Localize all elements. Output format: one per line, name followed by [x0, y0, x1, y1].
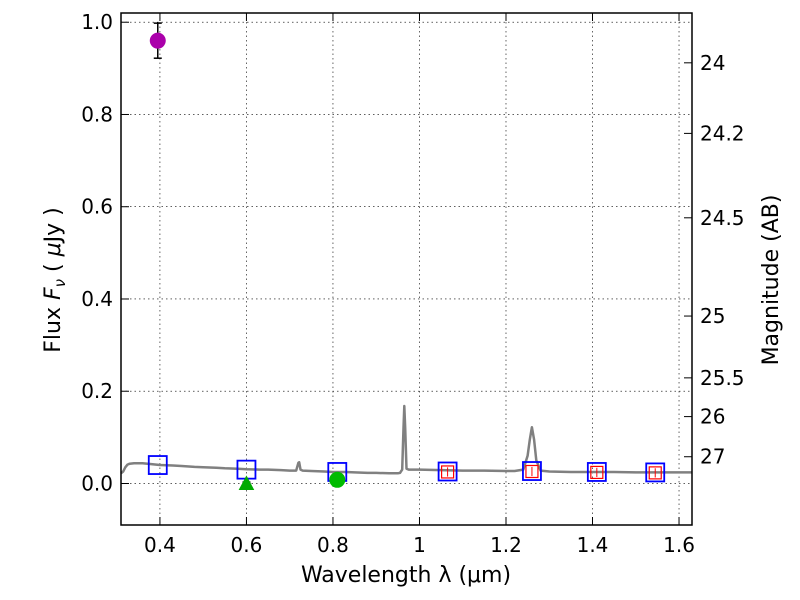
observed-flux-marker — [648, 466, 662, 480]
plot-frame — [120, 12, 693, 526]
x-tick-label: 1.6 — [663, 533, 695, 557]
observed-flux-marker — [590, 465, 604, 480]
magnitude-tick-label: 26 — [700, 405, 725, 429]
y-tick-label: 0.8 — [81, 102, 113, 126]
detection-triangle-marker — [238, 475, 255, 490]
magnitude-tick-label: 27 — [700, 445, 725, 469]
x-tick-label: 1.2 — [490, 533, 522, 557]
x-tick-label: 1.4 — [577, 533, 609, 557]
model-photometry-marker — [437, 461, 458, 482]
y-axis-title-symbol: F — [41, 287, 66, 300]
model-photometry-marker — [522, 461, 542, 481]
model-photometry-marker — [586, 462, 607, 482]
plot-data — [120, 22, 692, 490]
magnitude-tick-label: 24.2 — [700, 121, 745, 145]
y-axis-title-prefix: Flux — [41, 300, 66, 353]
x-tick-label: 0.6 — [231, 533, 263, 557]
x-axis-title: Wavelength λ (μm) — [301, 563, 511, 588]
y-tick-label: 0.2 — [81, 379, 113, 403]
model-photometry-marker — [147, 455, 168, 475]
detection-circle-marker — [329, 471, 346, 488]
axis-ticks: 0.4 0.6 0.8 1 1.2 1.4 1.6 0.0 0.2 0.4 0.6 0.8 1.0 24 2… — [81, 10, 744, 557]
x-tick-label: 1 — [413, 533, 426, 557]
model-photometry-marker — [645, 462, 666, 483]
grid — [121, 13, 692, 525]
x-tick-label: 0.4 — [144, 533, 176, 557]
y-tick-label: 1.0 — [81, 10, 113, 34]
magnitude-tick-label: 25.5 — [700, 366, 745, 390]
y-axis-title-mu: μ — [41, 242, 66, 257]
right-axis-title: Magnitude (AB) — [759, 195, 784, 366]
y-axis-title-subscript: ν — [51, 279, 69, 287]
y-tick-label: 0.4 — [81, 287, 113, 311]
magnitude-tick-label: 24 — [700, 51, 725, 75]
y-axis-title-unit: Jy ) — [41, 207, 66, 244]
observed-flux-marker — [440, 465, 455, 479]
x-tick-label: 0.8 — [317, 533, 349, 557]
magnitude-tick-label: 25 — [700, 304, 725, 328]
y-axis-title: Flux Fν ( μJy ) — [41, 207, 69, 352]
observed-flux-marker — [525, 464, 539, 479]
model-spectrum-line — [120, 404, 692, 475]
y-tick-label: 0.6 — [81, 195, 113, 219]
y-tick-label: 0.0 — [81, 471, 113, 495]
detection-circle-marker — [149, 32, 166, 49]
magnitude-tick-label: 24.5 — [700, 206, 745, 230]
y-axis-title-gap: ( — [41, 256, 66, 279]
